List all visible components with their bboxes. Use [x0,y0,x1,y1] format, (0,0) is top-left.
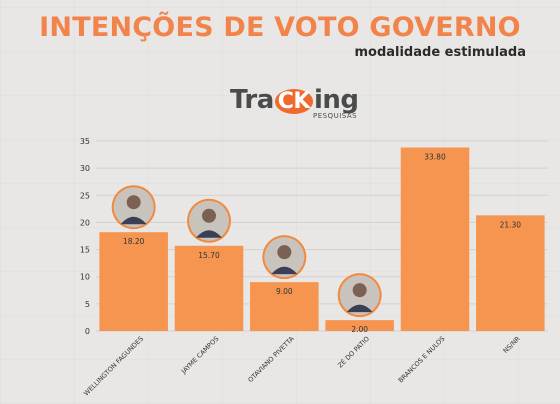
bar [99,232,168,331]
x-tick-label: ZÉ DO PATIO [336,334,372,370]
y-tick-label: 20 [80,218,90,227]
logo-tagline: PESQUISAS [313,112,358,120]
y-tick-label: 25 [80,191,90,200]
x-tick-label: NS/NR [502,334,523,355]
candidate-photo-head [126,195,141,210]
logo-text-b: ing [313,85,359,115]
bar [174,245,244,331]
x-tick-label: OTAVIANO PIVETTA [247,334,297,384]
logo-text-ck: CK [274,89,313,114]
y-tick-label: 5 [85,300,90,309]
candidate-photo-body [271,266,298,275]
data-label: 18.20 [123,237,145,246]
y-tick-label: 35 [80,137,90,146]
data-label: 15.70 [198,251,220,260]
y-tick-label: 0 [85,327,90,336]
candidate-photo-body [120,216,147,225]
page-subtitle: modalidade estimulada [354,45,526,60]
y-tick-label: 10 [80,273,90,282]
y-tick-label: 30 [80,164,90,173]
page-title: INTENÇÕES DE VOTO GOVERNO [39,12,521,43]
candidate-photo-head [277,245,292,260]
candidate-photo-body [346,304,373,313]
bar [250,282,319,331]
tracking-logo: Tra CK ing PESQUISAS [230,85,380,125]
data-label: 9.00 [276,287,293,296]
x-tick-label: JAYME CAMPOS [179,335,220,376]
candidate-photo-head [352,283,367,298]
bar [325,320,394,331]
logo-text-a: Tra [230,85,274,115]
x-tick-label: WELLINGTON FAGUNDES [82,335,145,398]
x-tick-label: BRANCOS E NULOS [397,335,447,385]
data-label: 2.00 [351,325,368,334]
y-tick-label: 15 [80,246,90,255]
candidate-photo-body [196,230,222,238]
candidate-photo-head [202,208,216,223]
bar [476,215,545,331]
data-label: 33.80 [424,153,446,162]
data-label: 21.30 [500,220,522,229]
bar [400,147,470,331]
